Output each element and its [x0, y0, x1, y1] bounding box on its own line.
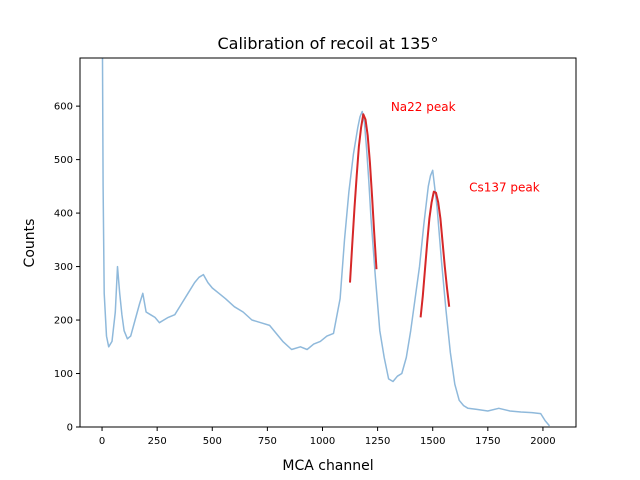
- x-axis-title: MCA channel: [282, 458, 373, 474]
- fit-curve-1: [349, 113, 378, 283]
- y-tick-label: 0: [67, 423, 73, 434]
- chart-title: Calibration of recoil at 135°: [218, 34, 439, 53]
- x-tick-label: 0: [99, 436, 105, 447]
- x-tick-label: 1000: [310, 436, 335, 447]
- y-tick-label: 400: [54, 209, 73, 220]
- plot-area: [101, 57, 551, 427]
- y-tick-label: 600: [54, 102, 73, 113]
- x-tick-label: 500: [203, 436, 222, 447]
- annotations: Na22 peak Cs137 peak: [391, 100, 540, 194]
- y-axis-title: Counts: [22, 219, 38, 268]
- annotation-label: Na22 peak: [391, 100, 456, 114]
- x-tick-label: 750: [258, 436, 277, 447]
- x-tick-label: 1750: [475, 436, 500, 447]
- axes: 0 250 500 750 1000 1250 1500 1750 2000 0 100 200 300…: [54, 102, 556, 447]
- spectrum-line: [101, 57, 551, 427]
- x-tick-label: 2000: [530, 436, 555, 447]
- fit-curve-2: [419, 190, 451, 318]
- x-tick-label: 250: [148, 436, 167, 447]
- y-tick-label: 100: [54, 369, 73, 380]
- plot-frame: [79, 57, 577, 428]
- x-tick-label: 1250: [365, 436, 390, 447]
- annotation-label: Cs137 peak: [469, 180, 540, 194]
- y-tick-label: 500: [54, 155, 73, 166]
- y-tick-label: 300: [54, 262, 73, 273]
- x-tick-label: 1500: [420, 436, 445, 447]
- y-tick-label: 200: [54, 316, 73, 327]
